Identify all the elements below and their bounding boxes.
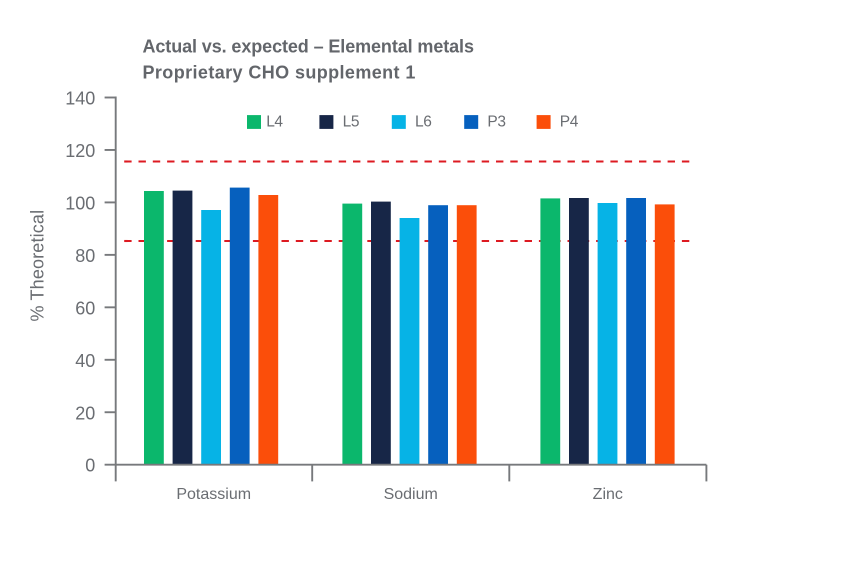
svg-text:L5: L5 bbox=[343, 114, 359, 131]
svg-text:Potassium: Potassium bbox=[176, 486, 251, 503]
svg-text:0: 0 bbox=[85, 456, 95, 476]
svg-text:Sodium: Sodium bbox=[384, 486, 438, 503]
svg-text:L6: L6 bbox=[415, 114, 431, 131]
svg-text:60: 60 bbox=[75, 299, 95, 319]
svg-text:120: 120 bbox=[65, 141, 95, 161]
svg-text:100: 100 bbox=[65, 194, 95, 214]
svg-text:L4: L4 bbox=[266, 114, 283, 131]
svg-text:P4: P4 bbox=[560, 114, 579, 131]
svg-text:140: 140 bbox=[65, 89, 95, 109]
svg-text:80: 80 bbox=[75, 246, 95, 266]
svg-text:Proprietary CHO supplement 1: Proprietary CHO supplement 1 bbox=[143, 63, 416, 83]
svg-text:Actual vs. expected – Elementa: Actual vs. expected – Elemental metals bbox=[143, 37, 474, 57]
svg-text:Zinc: Zinc bbox=[593, 486, 623, 503]
svg-text:20: 20 bbox=[75, 403, 95, 423]
svg-text:P3: P3 bbox=[487, 114, 505, 131]
svg-text:% Theoretical: % Theoretical bbox=[28, 210, 48, 322]
svg-text:40: 40 bbox=[75, 351, 95, 371]
